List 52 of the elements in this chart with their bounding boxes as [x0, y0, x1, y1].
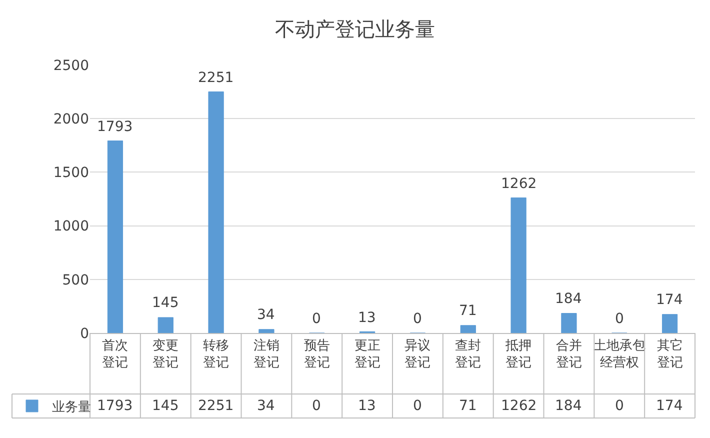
data-label: 0 [413, 398, 422, 414]
text: 34 [257, 307, 275, 323]
bar [258, 329, 274, 333]
data-label: 71 [459, 398, 477, 414]
y-tick-label: 2000 [53, 112, 89, 128]
x-tick-label: 预告登记 [304, 338, 330, 370]
data-label: 1793 [97, 398, 133, 414]
y-tick-label: 2500 [53, 58, 89, 74]
legend-label: 业务量 [52, 400, 91, 416]
y-tick-label: 0 [80, 326, 89, 342]
bar [107, 140, 124, 333]
text: 0 [615, 311, 624, 327]
x-tick-label: 合并登记 [556, 338, 582, 370]
data-label: 145 [152, 398, 179, 414]
text: 145 [152, 295, 179, 311]
text: 71 [459, 303, 477, 319]
data-label: 13 [358, 398, 376, 414]
y-tick-label: 1500 [53, 165, 89, 182]
text: 184 [555, 291, 582, 307]
bar [662, 314, 678, 333]
x-tick-label: 首次登记 [102, 338, 128, 370]
bar [561, 313, 577, 333]
text: 13 [358, 310, 376, 326]
x-tick-label: 更正登记 [354, 338, 380, 370]
text: 1262 [501, 176, 537, 192]
x-tick-label: 其它登记 [656, 338, 683, 370]
text: 2251 [198, 70, 234, 86]
text: 0 [413, 311, 422, 327]
data-label: 0 [312, 398, 321, 414]
data-label: 184 [555, 398, 582, 414]
x-tick-label: 异议登记 [404, 338, 431, 370]
bar [460, 325, 476, 333]
y-tick-label: 500 [62, 272, 89, 288]
bar [158, 317, 174, 333]
data-label: 1262 [501, 398, 537, 414]
text: 1793 [97, 119, 133, 135]
data-label: 2251 [198, 398, 234, 414]
x-tick-label: 变更登记 [152, 338, 179, 370]
x-tick-label: 注销登记 [253, 338, 280, 370]
text: 174 [656, 292, 683, 308]
x-tick-label: 查封登记 [455, 338, 482, 370]
bar [510, 197, 526, 333]
bar [208, 91, 224, 333]
chart-title: 不动产登记业务量 [275, 16, 435, 41]
text: 0 [312, 311, 321, 327]
x-tick-label: 土地承包经营权 [593, 338, 646, 370]
x-tick-label: 转移登记 [203, 338, 230, 370]
x-tick-label: 抵押登记 [504, 338, 532, 370]
y-tick-label: 1000 [53, 218, 89, 235]
data-label: 0 [615, 398, 624, 414]
data-label: 34 [257, 398, 275, 414]
data-label: 174 [656, 398, 683, 414]
